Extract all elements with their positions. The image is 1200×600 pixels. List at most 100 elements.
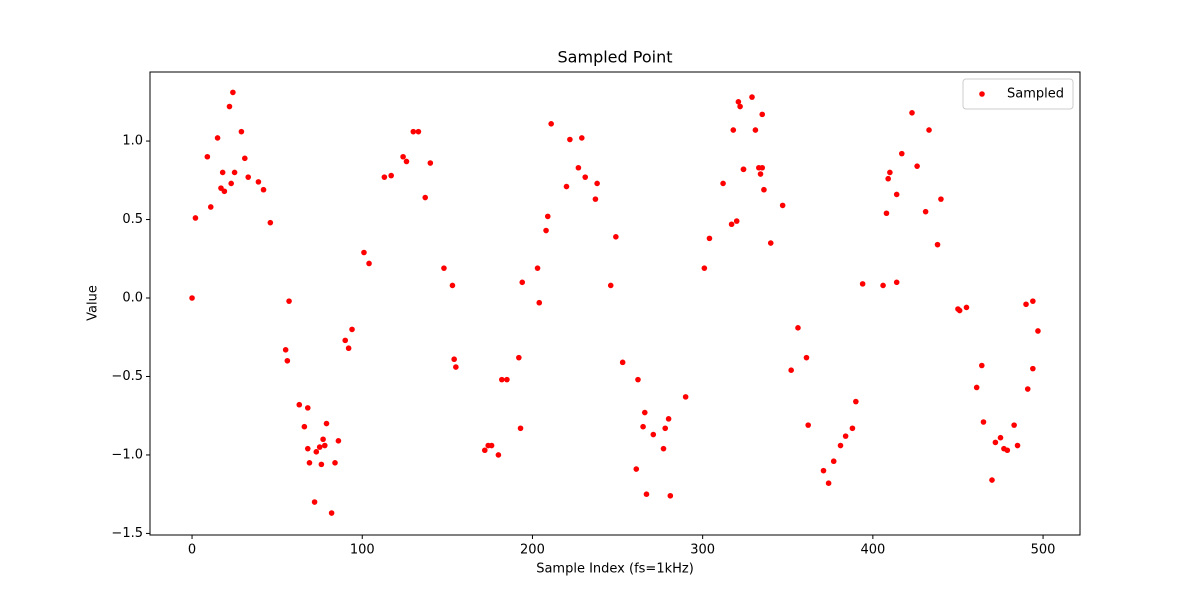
point — [306, 460, 313, 466]
y-tick-label: 1.0 — [122, 134, 143, 149]
point — [980, 419, 987, 425]
point — [880, 282, 886, 289]
y-tick-label: −1.0 — [111, 447, 143, 462]
point — [643, 491, 650, 497]
point — [320, 436, 326, 443]
point — [451, 356, 457, 363]
point — [887, 169, 893, 176]
point — [757, 171, 764, 177]
point — [752, 127, 759, 133]
point — [388, 172, 394, 179]
point — [548, 120, 554, 127]
point — [318, 461, 325, 468]
point — [730, 127, 737, 133]
x-tick-label: 300 — [690, 543, 715, 558]
point — [536, 299, 543, 306]
point — [238, 128, 245, 135]
point — [504, 376, 510, 383]
point — [1035, 328, 1041, 334]
point — [788, 367, 794, 374]
point — [453, 364, 459, 370]
point — [737, 103, 743, 110]
point — [803, 354, 810, 361]
point — [192, 215, 199, 221]
point — [242, 155, 248, 162]
point — [883, 210, 890, 217]
point — [228, 180, 234, 187]
point — [519, 279, 526, 286]
chart-title: Sampled Point — [558, 48, 673, 67]
point — [613, 233, 619, 240]
point — [381, 174, 388, 180]
point — [563, 183, 570, 190]
point — [245, 174, 252, 180]
legend-label: Sampled — [1007, 87, 1064, 102]
point — [682, 394, 689, 400]
x-tick-label: 400 — [860, 543, 885, 558]
point — [1004, 447, 1011, 454]
point — [260, 186, 267, 193]
point — [422, 194, 429, 201]
point — [567, 136, 573, 143]
y-tick-label: −0.5 — [111, 369, 143, 384]
point — [296, 401, 303, 408]
point — [582, 174, 589, 180]
point — [759, 164, 766, 171]
point — [885, 175, 891, 182]
point — [701, 265, 708, 271]
point — [579, 135, 585, 141]
point — [1011, 422, 1017, 428]
point — [488, 442, 495, 449]
point — [635, 376, 641, 383]
point — [286, 298, 292, 304]
point — [938, 196, 944, 202]
point — [853, 398, 859, 405]
point — [311, 499, 318, 505]
point — [973, 384, 980, 391]
point — [342, 337, 349, 344]
point — [733, 218, 740, 224]
point — [926, 127, 932, 133]
point — [660, 445, 667, 452]
point — [989, 477, 995, 483]
point — [640, 423, 646, 430]
x-axis-label: Sample Index (fs=1kHz) — [536, 562, 694, 577]
point — [495, 452, 502, 458]
point — [997, 434, 1004, 441]
point — [759, 111, 766, 118]
point — [284, 357, 291, 364]
point — [349, 326, 355, 333]
point — [749, 94, 755, 100]
point — [267, 219, 274, 226]
point — [449, 282, 456, 289]
y-tick-label: −1.5 — [111, 526, 143, 541]
point — [735, 99, 742, 105]
point — [934, 241, 941, 248]
point — [575, 164, 582, 171]
point — [441, 265, 447, 271]
point — [255, 179, 262, 185]
point — [665, 416, 672, 422]
y-axis-label: Value — [86, 285, 101, 321]
point — [720, 180, 726, 187]
point — [594, 180, 600, 187]
point — [837, 442, 844, 449]
point — [214, 135, 221, 141]
point — [992, 439, 999, 446]
point — [1023, 301, 1029, 308]
point — [820, 467, 827, 474]
point — [231, 169, 238, 176]
point — [740, 166, 747, 173]
point — [226, 103, 233, 110]
point — [1030, 298, 1036, 304]
point — [1024, 386, 1031, 392]
point — [849, 425, 856, 432]
point — [963, 304, 970, 311]
x-tick-label: 200 — [520, 543, 545, 558]
point — [400, 153, 406, 160]
point — [662, 425, 669, 432]
point — [534, 265, 541, 271]
point — [728, 221, 735, 228]
point — [633, 466, 640, 472]
y-tick-label: 0.0 — [122, 291, 143, 306]
